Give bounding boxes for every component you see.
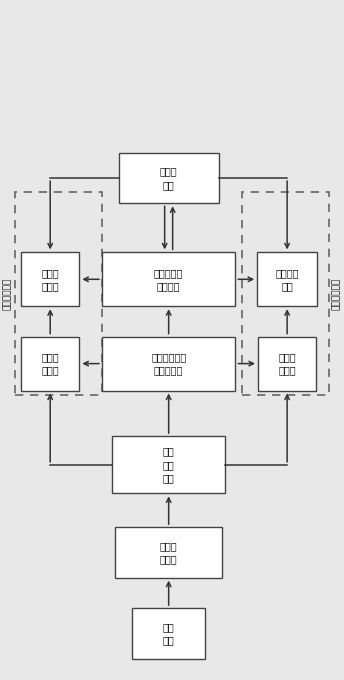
Text: 扫描成
像组件: 扫描成 像组件: [41, 352, 59, 375]
Bar: [257, 252, 317, 306]
Text: 中继成
像单元: 中继成 像单元: [160, 541, 178, 564]
Bar: [132, 608, 205, 659]
Bar: [258, 337, 316, 390]
Text: 高压供电及脉
冲发生模块: 高压供电及脉 冲发生模块: [151, 352, 186, 375]
Bar: [119, 153, 219, 203]
Text: 分幅图像
记录: 分幅图像 记录: [276, 268, 299, 291]
Bar: [15, 192, 102, 395]
Text: 扫描图
像记录: 扫描图 像记录: [41, 268, 59, 291]
Text: 光学
分光
系统: 光学 分光 系统: [163, 447, 174, 483]
Bar: [21, 252, 79, 306]
Text: 分幅成
像组件: 分幅成 像组件: [278, 352, 296, 375]
Text: 扫描成像系统: 扫描成像系统: [3, 277, 12, 309]
Text: 被测
目标: 被测 目标: [163, 622, 174, 645]
Text: 分幅成像系统: 分幅成像系统: [332, 277, 341, 309]
Bar: [102, 337, 235, 390]
Bar: [242, 192, 329, 395]
Text: 控制计
算机: 控制计 算机: [160, 167, 178, 190]
Bar: [102, 252, 235, 306]
Bar: [21, 337, 79, 390]
Text: 精密延时及
控制系统: 精密延时及 控制系统: [154, 268, 183, 291]
Bar: [112, 436, 225, 494]
Bar: [115, 527, 222, 578]
